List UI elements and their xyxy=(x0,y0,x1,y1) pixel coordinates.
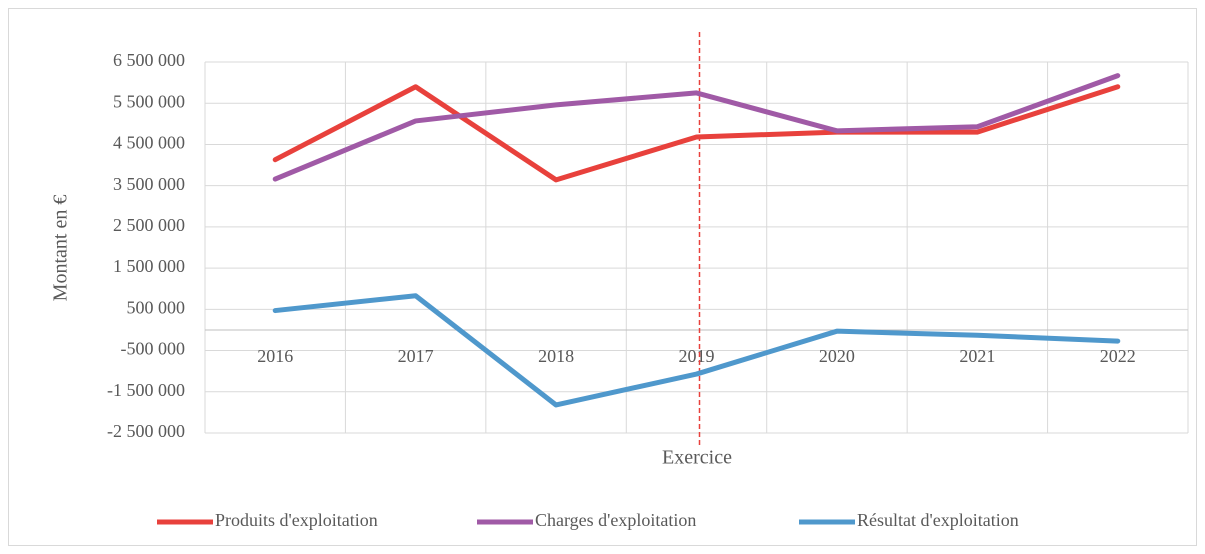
x-tick-label: 2022 xyxy=(1100,346,1136,366)
y-tick-label: 500 000 xyxy=(127,297,186,317)
y-tick-label: -500 000 xyxy=(121,339,186,359)
series-line xyxy=(272,73,1121,182)
y-tick-label: 2 500 000 xyxy=(113,215,185,235)
legend-label: Résultat d'exploitation xyxy=(857,510,1019,530)
y-tick-label: 5 500 000 xyxy=(113,91,185,111)
series-line xyxy=(272,293,1121,408)
x-tick-label: 2019 xyxy=(679,346,715,366)
chart-border xyxy=(8,8,1197,546)
series-line xyxy=(272,84,1121,183)
y-tick-label: 1 500 000 xyxy=(113,256,185,276)
x-tick-label: 2016 xyxy=(257,346,293,366)
x-tick-label: 2018 xyxy=(538,346,574,366)
x-tick-label: 2020 xyxy=(819,346,855,366)
x-tick-label: 2017 xyxy=(398,346,434,366)
x-axis-title: Exercice xyxy=(662,447,732,469)
y-tick-label: -1 500 000 xyxy=(107,380,185,400)
y-tick-label: 4 500 000 xyxy=(113,133,185,153)
legend-label: Produits d'exploitation xyxy=(215,510,378,530)
y-tick-label: 6 500 000 xyxy=(113,50,185,70)
y-axis-title: Montant en € xyxy=(50,195,72,302)
y-tick-label: 3 500 000 xyxy=(113,174,185,194)
y-tick-label: -2 500 000 xyxy=(107,421,185,441)
x-tick-label: 2021 xyxy=(959,346,995,366)
legend-label: Charges d'exploitation xyxy=(535,510,696,530)
